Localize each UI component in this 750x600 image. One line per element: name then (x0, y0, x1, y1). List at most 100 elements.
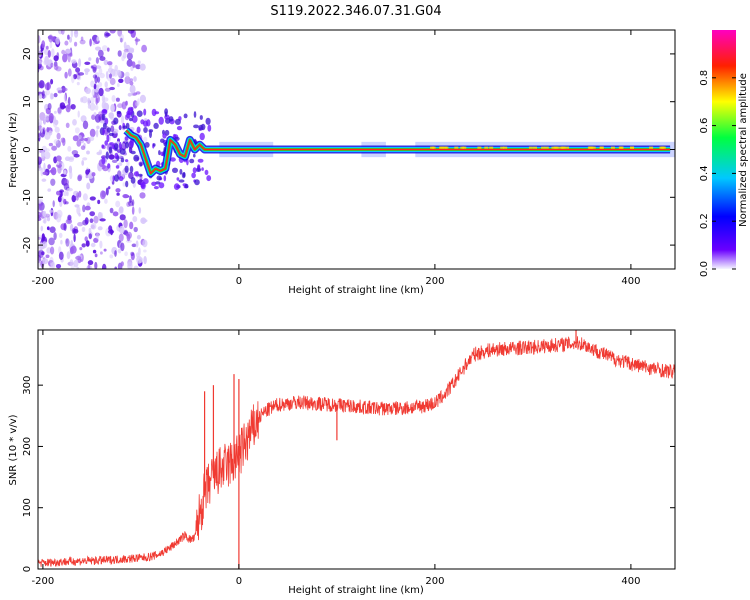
noise-blob (56, 190, 61, 196)
ridge-highlight (588, 146, 593, 149)
spectrogram-x-ticks: -200 0 200 400 (32, 30, 640, 287)
noise-blob (124, 75, 131, 85)
ridge-highlight (440, 146, 445, 149)
noise-blob (43, 118, 46, 125)
noise-blob (146, 119, 151, 127)
noise-blob (55, 36, 60, 45)
noise-blob (116, 83, 120, 88)
noise-blob (143, 127, 148, 133)
noise-blob (89, 218, 94, 223)
noise-blob (207, 124, 212, 132)
noise-blob (110, 228, 113, 236)
noise-blob (118, 125, 122, 131)
noise-blob (104, 140, 108, 146)
noise-blob (53, 119, 58, 128)
noise-blob (38, 35, 41, 44)
noise-blob (52, 200, 55, 208)
colorbar-gradient (712, 30, 736, 269)
noise-blob (87, 264, 91, 269)
noise-blob (89, 136, 95, 142)
noise-blob (63, 170, 67, 175)
noise-blob (95, 57, 99, 64)
noise-blob (103, 59, 109, 66)
noise-blob (73, 74, 77, 80)
noise-blob (129, 165, 134, 173)
noise-blob (100, 190, 106, 200)
noise-blob (122, 182, 126, 187)
y-tick-label: -20 (22, 237, 33, 253)
noise-blob (94, 261, 98, 269)
noise-blob (76, 192, 79, 198)
spectrogram-x-label: Height of straight line (km) (288, 285, 424, 296)
noise-blob (148, 129, 154, 133)
noise-blob (81, 160, 85, 166)
noise-blob (114, 266, 117, 269)
ridge-highlight (503, 146, 508, 149)
noise-blob (46, 127, 50, 133)
noise-blob (73, 153, 80, 158)
colorbar: 0.0 0.2 0.4 0.6 0.8 Normalized spectral ampl… (699, 30, 749, 277)
noise-blob (99, 56, 106, 61)
noise-blob (90, 80, 95, 88)
noise-blob (164, 111, 168, 117)
noise-blob (105, 187, 109, 196)
noise-blob (125, 233, 130, 237)
noise-blob (76, 140, 82, 147)
noise-blob (174, 118, 181, 125)
noise-blob (76, 81, 80, 86)
noise-blob (66, 187, 73, 192)
noise-blob (104, 198, 108, 204)
noise-blob (51, 48, 55, 58)
noise-blob (72, 119, 77, 126)
noise-blob (124, 165, 129, 173)
snr-x-label: Height of straight line (km) (288, 585, 424, 596)
noise-blob (82, 157, 88, 161)
noise-blob (49, 262, 52, 269)
noise-blob (143, 108, 147, 116)
noise-blob (90, 96, 95, 104)
noise-blob (65, 238, 68, 244)
noise-blob (117, 30, 123, 37)
noise-blob (104, 81, 108, 88)
noise-blob (80, 115, 87, 123)
noise-blob (127, 30, 135, 34)
noise-blob (158, 116, 164, 125)
noise-blob (113, 69, 118, 77)
noise-blob (153, 186, 159, 190)
noise-blob (38, 163, 41, 169)
noise-blob (115, 200, 121, 208)
noise-blob (97, 199, 101, 205)
noise-blob (163, 175, 167, 182)
noise-blob (101, 108, 108, 115)
noise-blob (125, 239, 132, 243)
noise-blob (111, 159, 118, 163)
noise-blob (107, 47, 110, 52)
noise-blob (140, 119, 145, 125)
noise-blob (90, 223, 97, 230)
noise-blob (100, 251, 103, 255)
noise-blob (38, 260, 41, 269)
noise-blob (44, 151, 51, 160)
noise-blob (120, 37, 123, 43)
noise-blob (42, 90, 45, 97)
noise-blob (47, 188, 51, 192)
ridge-highlight (454, 146, 459, 149)
noise-blob (67, 145, 72, 152)
noise-blob (118, 206, 124, 214)
ridge-red (125, 129, 671, 175)
x-tick-label: 0 (236, 276, 242, 287)
noise-blob (99, 120, 106, 124)
noise-blob (48, 130, 53, 136)
noise-blob (86, 182, 91, 190)
spectrogram-panel: -200 0 200 400 -20 -10 0 10 20 Height of straig… (8, 29, 676, 296)
noise-blob (74, 127, 80, 134)
snr-frame (37, 329, 676, 570)
noise-blob (123, 48, 130, 53)
noise-blob (72, 135, 79, 142)
noise-blob (50, 167, 57, 176)
ridge-highlight (431, 146, 436, 149)
noise-blob (92, 66, 97, 73)
noise-blob (95, 46, 101, 51)
noise-blob (139, 192, 146, 199)
noise-blob (115, 97, 120, 102)
